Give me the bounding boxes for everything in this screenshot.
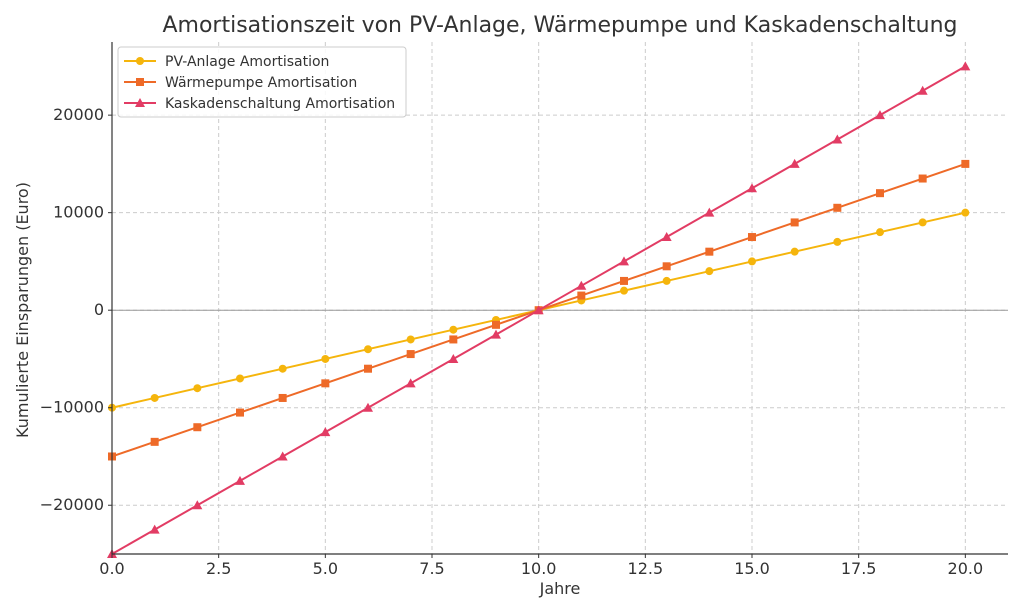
legend-item: Wärmepumpe Amortisation (124, 75, 357, 91)
data-point (620, 286, 628, 295)
x-tick-label: 15.0 (734, 559, 770, 578)
data-point (364, 364, 372, 373)
data-point (918, 218, 927, 227)
data-point (491, 329, 501, 339)
y-tick-label: 10000 (53, 203, 104, 222)
data-point (832, 134, 843, 144)
y-tick-label: −20000 (40, 495, 104, 514)
series-group (107, 61, 971, 558)
x-tick-label: 0.0 (99, 559, 124, 578)
data-point (533, 305, 544, 315)
data-point (192, 500, 203, 510)
data-point (277, 451, 288, 461)
data-point (876, 189, 884, 198)
x-tick-label: 7.5 (419, 559, 444, 578)
legend-marker (136, 78, 144, 86)
legend-marker (135, 98, 145, 107)
data-point (363, 402, 373, 412)
data-point (620, 276, 628, 285)
data-point (833, 203, 842, 212)
series-3 (107, 61, 971, 558)
data-point (235, 475, 245, 485)
data-point (405, 378, 416, 388)
x-tick-label: 17.5 (841, 559, 877, 578)
data-point (961, 159, 970, 168)
data-point (705, 247, 714, 256)
legend-item: PV-Anlage Amortisation (124, 54, 329, 70)
data-point (278, 393, 287, 402)
legend-marker (136, 57, 144, 65)
x-tick-label: 2.5 (206, 559, 231, 578)
data-point (662, 276, 671, 285)
data-point (876, 228, 884, 237)
data-point (406, 335, 415, 344)
legend-label: PV-Anlage Amortisation (165, 54, 329, 70)
data-point (790, 247, 799, 256)
data-point (321, 354, 330, 363)
data-point (278, 364, 287, 373)
data-point (661, 232, 672, 242)
y-tick-label: 0 (94, 300, 104, 319)
data-point (577, 291, 586, 300)
data-point (961, 208, 970, 217)
y-axis-label: Kumulierte Einsparungen (Euro) (13, 182, 32, 438)
data-point (320, 427, 331, 437)
data-point (748, 233, 756, 242)
legend-item: Kaskadenschaltung Amortisation (124, 96, 395, 112)
data-point (918, 174, 927, 183)
legend-label: Kaskadenschaltung Amortisation (165, 96, 395, 112)
data-point (449, 335, 458, 344)
data-point (449, 325, 458, 334)
data-point (960, 61, 971, 71)
data-point (150, 437, 159, 446)
data-point (790, 218, 799, 227)
data-point (576, 280, 587, 290)
data-point (619, 256, 629, 266)
data-point (149, 524, 160, 534)
data-point (236, 408, 244, 417)
data-point (747, 183, 757, 193)
x-tick-label: 10.0 (521, 559, 557, 578)
x-tick-label: 20.0 (948, 559, 984, 578)
data-point (875, 110, 885, 120)
data-point (406, 350, 415, 359)
data-point (662, 262, 671, 271)
data-point (364, 345, 372, 354)
data-point (789, 158, 800, 168)
tick-labels: 0.0 2.5 5.0 7.5 10.0 12.5 15.0 17.5 20.0 −20000 −1… (40, 105, 983, 578)
data-point (193, 423, 202, 432)
data-point (236, 374, 244, 383)
data-point (833, 237, 842, 246)
data-point (704, 207, 715, 217)
data-point (448, 353, 459, 363)
x-axis-label: Jahre (539, 579, 581, 598)
legend-label: Wärmepumpe Amortisation (165, 75, 357, 91)
data-point (492, 320, 500, 329)
x-tick-label: 5.0 (313, 559, 338, 578)
data-point (193, 384, 202, 393)
data-point (321, 379, 330, 388)
data-point (917, 85, 928, 95)
data-point (150, 393, 159, 402)
data-point (748, 257, 756, 266)
chart-title: Amortisationszeit von PV-Anlage, Wärmepu… (162, 13, 957, 38)
legend-box (117, 46, 407, 118)
y-tick-label: 20000 (53, 105, 104, 124)
y-tick-label: −10000 (40, 398, 104, 417)
data-point (705, 267, 714, 276)
legend: PV-Anlage Amortisation Wärmepumpe Amortis… (117, 46, 407, 118)
x-tick-label: 12.5 (628, 559, 664, 578)
